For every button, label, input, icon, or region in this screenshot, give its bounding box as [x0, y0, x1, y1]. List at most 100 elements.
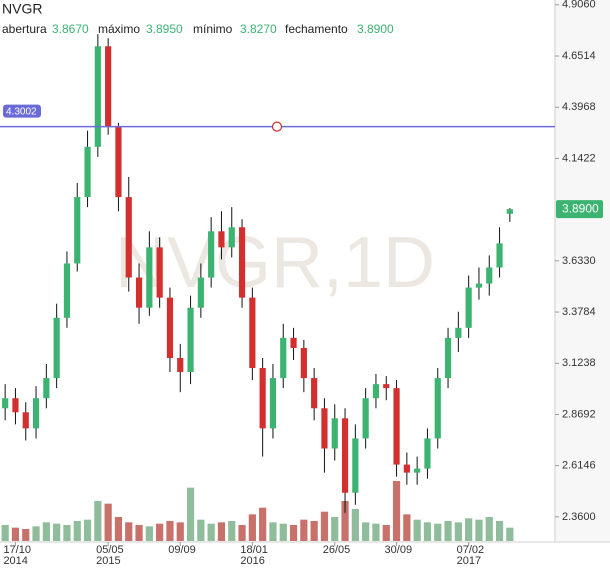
candle-body	[331, 418, 338, 449]
candle-body	[84, 146, 91, 198]
candle-body	[125, 197, 132, 278]
candle-body	[208, 231, 215, 278]
candle-body	[146, 247, 153, 308]
volume-bar	[351, 509, 359, 541]
candle-body	[115, 126, 122, 198]
candle-body	[228, 227, 235, 248]
volume-bar	[135, 525, 143, 541]
x-tick-label: 30/09	[385, 544, 413, 556]
volume-bar	[465, 518, 473, 541]
volume-bar	[145, 526, 153, 541]
x-tick-label: 07/02	[457, 544, 485, 556]
y-tick-label: 4.6514	[562, 50, 596, 62]
volume-bar	[279, 523, 287, 541]
hline-label-box	[3, 104, 41, 118]
volume-bar	[423, 522, 432, 541]
candle-body	[74, 197, 81, 264]
x-tick-year: 2015	[96, 555, 120, 567]
volume-bar	[22, 529, 30, 541]
volume-bar	[495, 521, 504, 541]
volume-bar	[42, 522, 50, 541]
candle-body	[12, 398, 19, 413]
y-tick-label: 3.3784	[562, 306, 596, 318]
symbol-title: NVGR	[2, 1, 42, 17]
volume-bar	[156, 523, 164, 541]
y-tick-label: 2.8692	[562, 408, 596, 420]
candle-body	[486, 267, 493, 284]
candle-body	[444, 337, 452, 379]
candle-body	[393, 388, 400, 465]
volume-bar	[83, 519, 92, 541]
x-tick-label: 09/09	[168, 544, 196, 556]
candle-body	[311, 378, 318, 409]
candle-body	[362, 398, 369, 439]
volume-bar	[248, 514, 256, 541]
ohlc-name: máximo	[98, 22, 140, 36]
candle-body	[506, 209, 513, 214]
y-tick-label: 4.9060	[562, 0, 596, 11]
x-tick-label: 17/10	[3, 544, 31, 556]
volume-bar	[331, 517, 339, 541]
volume-bar	[444, 521, 452, 541]
watermark: NVGR,1D	[115, 223, 435, 303]
last-price-label: 3.8900	[562, 201, 599, 215]
volume-bar	[289, 525, 298, 541]
y-tick-label: 4.1422	[562, 152, 596, 164]
y-tick-label: 2.3600	[562, 511, 596, 523]
marks	[1, 34, 514, 541]
volume-bar	[197, 519, 205, 541]
y-tick-label: 3.1238	[562, 357, 596, 369]
ohlc-value: 3.8950	[146, 22, 183, 36]
candle-body	[43, 378, 50, 399]
x-tick-label: 18/01	[240, 544, 268, 556]
volume-bar	[53, 523, 61, 541]
volume-bar	[125, 522, 133, 541]
candle-body	[22, 412, 29, 429]
volume-bar	[104, 503, 112, 541]
volume-bar	[506, 527, 514, 541]
volume-bar	[238, 525, 246, 541]
candle-body	[475, 283, 483, 288]
candle-body	[383, 384, 390, 389]
x-tick-year: 2014	[3, 555, 27, 567]
volume-bar	[73, 521, 81, 541]
volume-bar	[485, 517, 493, 541]
volume-bar	[228, 521, 236, 541]
candle-body	[341, 418, 349, 493]
candle-body	[290, 337, 297, 348]
candle-body	[187, 307, 194, 373]
candle-body	[352, 438, 359, 493]
candle-body	[496, 243, 503, 268]
last-price-box	[556, 200, 603, 219]
ohlc-value: 3.8670	[52, 22, 89, 36]
ohlc-name: fechamento	[285, 22, 348, 36]
volume-bar	[186, 487, 195, 541]
volume-bar	[382, 525, 390, 541]
candle-body	[63, 263, 71, 318]
candle-body	[280, 337, 287, 379]
volume-bar	[372, 523, 380, 541]
candle-body	[414, 468, 421, 473]
volume-bar	[475, 519, 483, 541]
x-tick-year: 2017	[457, 555, 481, 567]
candle-body	[434, 378, 441, 439]
y-tick-label: 2.6146	[562, 460, 596, 472]
volume-bar	[32, 526, 40, 541]
ohlc-value: 3.8900	[357, 22, 394, 36]
volume-bar	[166, 521, 174, 541]
candle-body	[249, 297, 256, 369]
candle-body	[156, 247, 163, 298]
volume-bar	[63, 525, 71, 541]
candle-body	[321, 408, 328, 449]
hline-label: 4.3002	[6, 106, 37, 117]
volume-bar	[11, 527, 20, 541]
volume-bar	[320, 511, 329, 541]
volume-bar	[454, 522, 462, 541]
volume-bar	[362, 522, 370, 541]
x-tick-year: 2016	[240, 555, 264, 567]
x-tick-label: 26/05	[323, 544, 351, 556]
candle-body	[177, 357, 184, 373]
volume-bar	[310, 521, 318, 541]
candle-body	[424, 438, 431, 469]
candle-body	[465, 287, 472, 328]
